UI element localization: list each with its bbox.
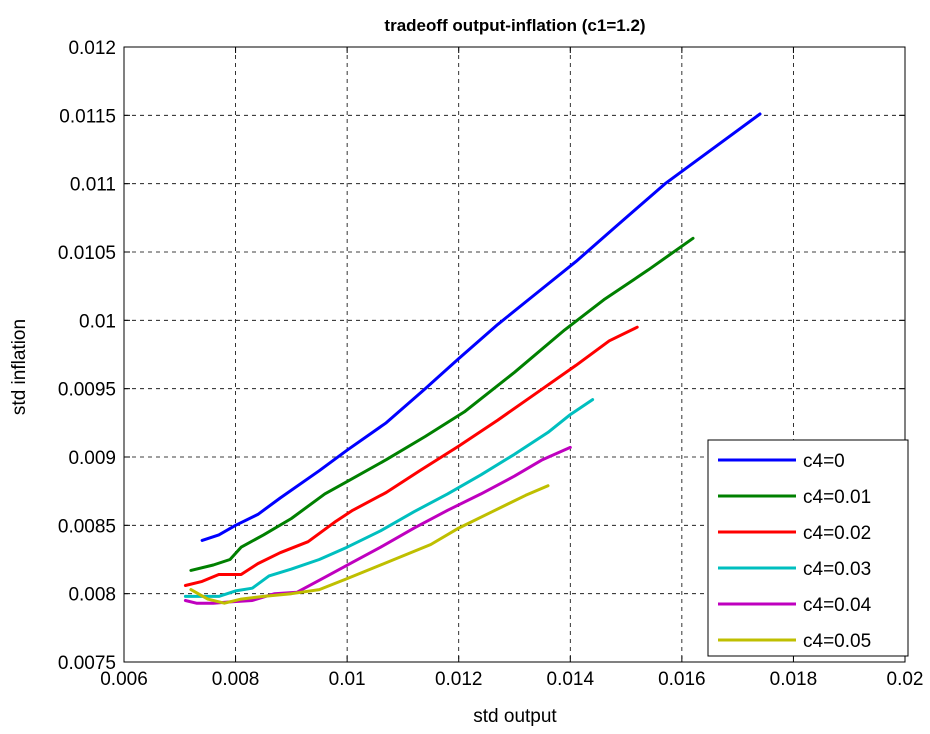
x-tick-label: 0.012 xyxy=(435,669,483,690)
series-line-0 xyxy=(200,112,762,542)
legend-entries: c4=0 c4=0.01 c4=0.02 c4=0.03 c4=0.04 c4=0.05 xyxy=(718,451,872,652)
legend-label-5: c4=0.05 xyxy=(803,631,871,652)
legend-label-3: c4=0.03 xyxy=(803,559,871,580)
y-tick-label: 0.01 xyxy=(79,311,116,332)
legend-box xyxy=(707,439,909,657)
axis-ticks xyxy=(123,46,906,663)
series-lines xyxy=(183,112,762,605)
series-line-2 xyxy=(183,325,639,587)
y-tick-label: 0.011 xyxy=(70,175,116,196)
x-tick-label: 0.018 xyxy=(770,669,818,690)
y-tick-label: 0.0105 xyxy=(58,243,116,264)
chart-title: tradeoff output-inflation (c1=1.2) xyxy=(384,16,645,35)
x-tick-label: 0.02 xyxy=(887,669,924,690)
x-tick-label: 0.006 xyxy=(100,669,148,690)
x-tick-label: 0.01 xyxy=(329,669,366,690)
axes-box xyxy=(123,46,906,663)
x-tick-label: 0.016 xyxy=(658,669,706,690)
legend: c4=0 c4=0.01 c4=0.02 c4=0.03 c4=0.04 c4=0.05 xyxy=(707,439,909,657)
series-line-1 xyxy=(189,236,695,572)
y-axis-label: std inflation xyxy=(9,319,30,415)
y-tick-label: 0.0085 xyxy=(58,516,116,537)
legend-label-1: c4=0.01 xyxy=(803,487,871,508)
y-tick-label: 0.0115 xyxy=(59,106,116,127)
series-line-3 xyxy=(183,398,595,598)
y-tick-label: 0.0095 xyxy=(58,380,116,401)
legend-label-2: c4=0.02 xyxy=(803,523,871,544)
legend-label-0: c4=0 xyxy=(803,451,845,472)
y-tick-label: 0.009 xyxy=(68,448,116,469)
y-tick-label: 0.012 xyxy=(68,38,116,59)
y-tick-label: 0.0075 xyxy=(58,653,116,674)
y-tick-label: 0.008 xyxy=(68,585,116,606)
x-tick-label: 0.014 xyxy=(547,669,595,690)
x-tick-label: 0.008 xyxy=(212,669,260,690)
series-line-5 xyxy=(189,484,550,605)
x-tick-labels: 0.006 0.008 0.01 0.012 0.014 0.016 0.018 0.02 xyxy=(100,669,923,690)
y-tick-labels: 0.0075 0.008 0.0085 0.009 0.0095 0.01 0.0105 0.… xyxy=(58,38,116,674)
x-axis-label: std output xyxy=(473,706,557,727)
legend-label-4: c4=0.04 xyxy=(803,595,872,616)
